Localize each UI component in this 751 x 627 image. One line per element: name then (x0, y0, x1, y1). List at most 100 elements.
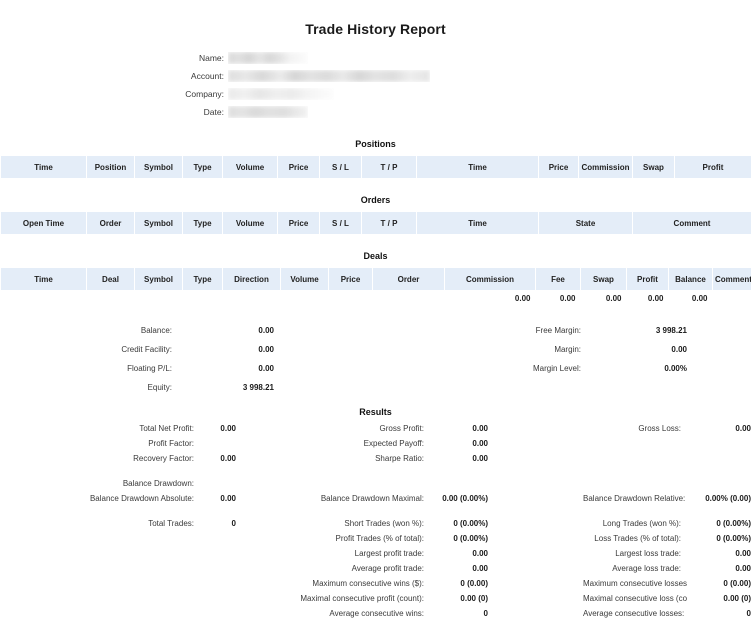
deals-col-commission: Commission (444, 268, 536, 290)
stat-row-profit-factor: Profit Factor: Expected Payoff: 0.00 (0, 436, 751, 451)
deals-total-deal (87, 290, 135, 307)
positions-col-swap: Swap (632, 156, 675, 178)
summary-label-balance: Balance: (140, 326, 172, 335)
orders-col-comment: Comment (632, 212, 751, 234)
summary-row-credit-facility: Credit Facility: 0.00 Margin: 0.00 (0, 340, 751, 359)
orders-col-open-time: Open Time (0, 212, 87, 234)
meta-label-name: Name: (198, 53, 224, 63)
redacted-date-block (228, 106, 308, 118)
meta-label-date: Date: (203, 107, 224, 117)
summary-row-equity: Equity: 3 998.21 (0, 378, 751, 397)
stat-row-average-consecutive: Average consecutive wins: 0 Average cons… (0, 606, 751, 621)
stat-row-balance-drawdown-absolute: Balance Drawdown Absolute: 0.00 Balance … (0, 491, 751, 506)
stat-row-net-profit: Total Net Profit: 0.00 Gross Profit: 0.0… (0, 421, 751, 436)
stat-row-profit-trades: Profit Trades (% of total): 0 (0.00%) Lo… (0, 531, 751, 546)
meta-label-company: Company: (185, 89, 224, 99)
summary-row-floating-pl: Floating P/L: 0.00 Margin Level: 0.00% (0, 359, 751, 378)
stat-label-expected-payoff: Expected Payoff: (363, 439, 424, 448)
stat-label-balance-drawdown-absolute: Balance Drawdown Absolute: (89, 494, 194, 503)
deals-col-comment: Comment (712, 268, 751, 290)
stat-value-profit-trades: 0 (0.00%) (453, 534, 488, 543)
results-spacer (0, 397, 751, 407)
stat-row-total-trades: Total Trades: 0 Short Trades (won %): 0 … (0, 516, 751, 531)
summary-label-free-margin: Free Margin: (535, 326, 581, 335)
deals-col-profit: Profit (626, 268, 669, 290)
deals-col-volume: Volume (280, 268, 329, 290)
positions-col-profit: Profit (674, 156, 751, 178)
meta-value-name (228, 52, 308, 64)
orders-col-state: State (538, 212, 633, 234)
orders-table: Open Time Order Symbol Type Volume Price… (0, 212, 751, 234)
orders-col-sl: S / L (319, 212, 362, 234)
summary-value-equity: 3 998.21 (242, 383, 274, 392)
summary-value-free-margin: 3 998.21 (655, 326, 687, 335)
stat-row-recovery-factor: Recovery Factor: 0.00 Sharpe Ratio: 0.00 (0, 451, 751, 466)
orders-col-type: Type (182, 212, 223, 234)
stat-label-balance-drawdown-maximal: Balance Drawdown Maximal: (320, 494, 424, 503)
results-block-profit: Total Net Profit: 0.00 Gross Profit: 0.0… (0, 421, 751, 466)
deals-totals-row: 0.00 0.00 0.00 0.00 0.00 (1, 290, 751, 307)
meta-row-date: Date: (0, 103, 751, 121)
deals-total-balance: 0.00 (691, 294, 708, 303)
redacted-account-block (228, 70, 430, 82)
stat-label-profit-factor: Profit Factor: (148, 439, 194, 448)
orders-col-volume: Volume (222, 212, 278, 234)
positions-col-time-close: Time (416, 156, 539, 178)
meta-label-account: Account: (190, 71, 224, 81)
summary-value-floating-pl: 0.00 (258, 364, 274, 373)
stat-value-recovery-factor: 0.00 (220, 454, 236, 463)
orders-col-time: Time (416, 212, 539, 234)
deals-total-commission: 0.00 (514, 294, 531, 303)
stat-value-balance-drawdown-maximal: 0.00 (0.00%) (442, 494, 488, 503)
stat-value-average-profit-trade: 0.00 (472, 564, 488, 573)
stat-label-gross-profit: Gross Profit: (379, 424, 424, 433)
stat-label-long-trades: Long Trades (won %): (602, 519, 681, 528)
stat-label-maximal-consecutive-profit: Maximal consecutive profit (count): (300, 594, 424, 603)
stat-value-total-trades: 0 (231, 519, 236, 528)
stat-value-sharpe-ratio: 0.00 (472, 454, 488, 463)
stat-label-average-profit-trade: Average profit trade: (351, 564, 424, 573)
summary-label-margin: Margin: (554, 345, 581, 354)
orders-col-tp: T / P (361, 212, 417, 234)
summary-label-margin-level: Margin Level: (532, 364, 581, 373)
deals-col-swap: Swap (580, 268, 627, 290)
deals-total-type (183, 290, 223, 307)
meta-row-company: Company: (0, 85, 751, 103)
stat-value-balance-drawdown-absolute: 0.00 (220, 494, 236, 503)
deals-total-price (329, 290, 373, 307)
summary-value-margin: 0.00 (671, 345, 687, 354)
summary-label-equity: Equity: (147, 383, 172, 392)
positions-col-type: Type (182, 156, 223, 178)
stat-label-recovery-factor: Recovery Factor: (133, 454, 194, 463)
orders-col-symbol: Symbol (134, 212, 183, 234)
stat-row-average-trade: Average profit trade: 0.00 Average loss … (0, 561, 751, 576)
stat-label-maximum-consecutive-wins: Maximum consecutive wins ($): (312, 579, 424, 588)
positions-col-price-open: Price (277, 156, 320, 178)
meta-row-account: Account: (0, 67, 751, 85)
stat-value-balance-drawdown-relative: 0.00% (0.00) (705, 494, 751, 503)
stat-label-largest-profit-trade: Largest profit trade: (354, 549, 424, 558)
page-title: Trade History Report (305, 21, 446, 37)
positions-col-price-close: Price (538, 156, 579, 178)
stat-value-gross-profit: 0.00 (472, 424, 488, 433)
stat-value-maximum-consecutive-losses: 0 (0.00) (723, 579, 751, 588)
deals-total-symbol (135, 290, 183, 307)
meta-row-name: Name: (0, 49, 751, 67)
stat-value-maximum-consecutive-wins: 0 (0.00) (460, 579, 488, 588)
summary-value-credit-facility: 0.00 (258, 345, 274, 354)
summary-row-balance: Balance: 0.00 Free Margin: 3 998.21 (0, 321, 751, 340)
stat-label-loss-trades: Loss Trades (% of total): (594, 534, 681, 543)
stat-value-total-net-profit: 0.00 (220, 424, 236, 433)
positions-col-symbol: Symbol (134, 156, 183, 178)
orders-col-order: Order (86, 212, 135, 234)
stat-value-loss-trades: 0 (0.00%) (716, 534, 751, 543)
stat-value-largest-profit-trade: 0.00 (472, 549, 488, 558)
deals-col-balance: Balance (668, 268, 713, 290)
report-meta: Name: Account: Company: Date: (0, 49, 751, 121)
deals-col-direction: Direction (222, 268, 281, 290)
stat-value-gross-loss: 0.00 (735, 424, 751, 433)
deals-total-swap: 0.00 (605, 294, 622, 303)
stat-value-short-trades: 0 (0.00%) (453, 519, 488, 528)
results-block-trades: Total Trades: 0 Short Trades (won %): 0 … (0, 516, 751, 621)
deals-total-fee: 0.00 (559, 294, 576, 303)
